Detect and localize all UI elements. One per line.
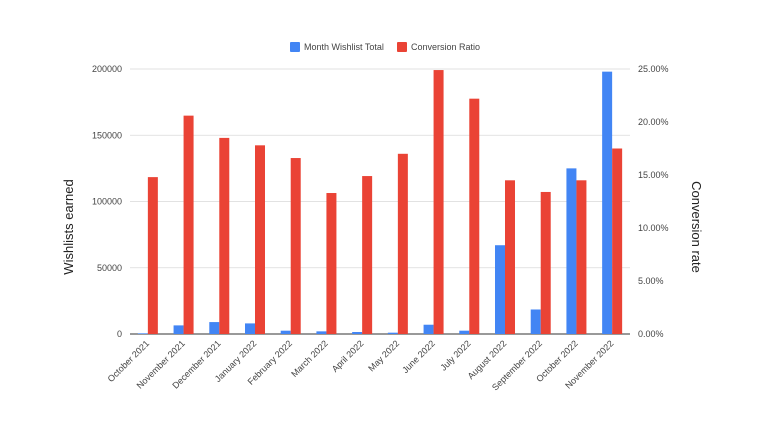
bar-conversion-ratio	[362, 176, 373, 334]
left-axis-ticks: 0 50000 100000 150000 200000	[92, 64, 122, 339]
bar-conversion-ratio	[183, 115, 194, 334]
right-axis-title: Conversion rate	[689, 181, 704, 273]
left-axis-title: Wishlists earned	[61, 179, 76, 274]
bar-wishlist-total	[173, 325, 184, 334]
x-tick-label: March 2022	[289, 338, 330, 379]
bar-conversion-ratio	[147, 177, 158, 334]
bar-wishlist-total	[137, 333, 148, 334]
right-axis-ticks: 0.00% 5.00% 10.00% 15.00% 20.00% 25.00%	[638, 64, 669, 339]
bar-wishlist-total	[316, 331, 327, 334]
bar-conversion-ratio	[433, 70, 444, 334]
bar-conversion-ratio	[576, 180, 587, 334]
bar-wishlist-total	[566, 168, 577, 334]
legend: Month Wishlist Total Conversion Ratio	[290, 42, 480, 52]
right-tick-label: 20.00%	[638, 117, 669, 127]
bar-conversion-ratio	[612, 148, 623, 334]
bar-wishlist-total	[352, 332, 363, 334]
right-tick-label: 5.00%	[638, 276, 664, 286]
legend-label-wishlist-total: Month Wishlist Total	[304, 42, 384, 52]
gridlines	[130, 68, 630, 335]
x-tick-label: May 2022	[366, 338, 401, 373]
left-tick-label: 50000	[97, 263, 122, 273]
left-tick-label: 150000	[92, 130, 122, 140]
bar-conversion-ratio	[326, 193, 337, 334]
legend-swatch-wishlist-total	[290, 42, 300, 52]
bar-conversion-ratio	[397, 153, 408, 334]
bar-wishlist-total	[423, 324, 434, 334]
bar-wishlist-total	[530, 309, 541, 334]
left-tick-label: 100000	[92, 197, 122, 207]
bars	[137, 70, 623, 335]
right-tick-label: 25.00%	[638, 64, 669, 74]
bar-conversion-ratio	[219, 137, 230, 334]
bar-wishlist-total	[387, 332, 398, 334]
bar-wishlist-total	[495, 245, 505, 334]
right-tick-label: 10.00%	[638, 223, 669, 233]
x-tick-label: June 2022	[400, 338, 437, 375]
left-tick-label: 0	[117, 329, 122, 339]
left-tick-label: 200000	[92, 64, 122, 74]
right-tick-label: 15.00%	[638, 170, 669, 180]
bar-wishlist-total	[602, 71, 613, 335]
right-tick-label: 0.00%	[638, 329, 664, 339]
legend-label-conversion-ratio: Conversion Ratio	[411, 42, 480, 52]
bar-conversion-ratio	[469, 98, 480, 335]
bar-wishlist-total	[245, 323, 255, 334]
x-tick-label: April 2022	[330, 338, 366, 374]
bar-conversion-ratio	[540, 191, 551, 334]
bar-conversion-ratio	[290, 158, 301, 334]
bar-wishlist-total	[280, 330, 291, 334]
bar-wishlist-total	[209, 322, 220, 334]
bar-conversion-ratio	[255, 145, 265, 334]
x-tick-label: July 2022	[438, 338, 472, 372]
bar-wishlist-total	[459, 330, 470, 334]
bar-conversion-ratio	[505, 180, 515, 334]
legend-swatch-conversion-ratio	[397, 42, 407, 52]
